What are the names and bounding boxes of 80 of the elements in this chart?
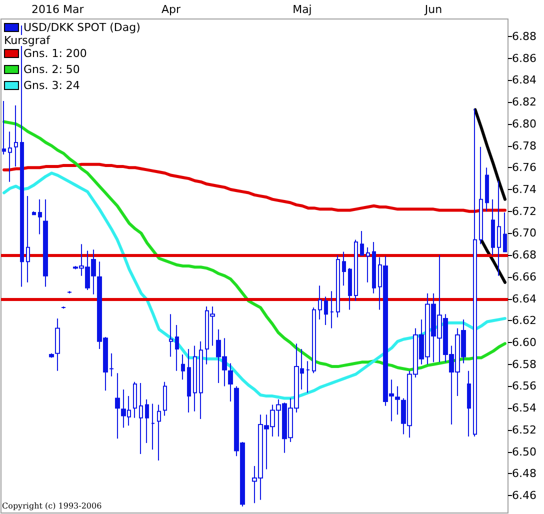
y-tick-label: 6.56 bbox=[512, 380, 536, 393]
y-tick-label: 6.52 bbox=[512, 423, 536, 436]
y-tick-label: 6.48 bbox=[512, 467, 536, 480]
candlestick bbox=[49, 352, 54, 358]
candlestick bbox=[348, 268, 352, 310]
candlestick bbox=[395, 386, 400, 416]
y-tick-label: 6.54 bbox=[512, 402, 536, 415]
candlestick bbox=[366, 246, 370, 283]
y-tick-label: 6.70 bbox=[512, 226, 536, 240]
candlestick bbox=[473, 108, 477, 437]
x-tick-label: Apr bbox=[161, 3, 181, 16]
y-tick-label: 6.58 bbox=[512, 358, 536, 371]
candlestick bbox=[61, 306, 66, 310]
y-tick-label: 6.80 bbox=[512, 117, 536, 130]
candlestick bbox=[187, 348, 191, 413]
candlestick bbox=[32, 210, 36, 216]
candlestick bbox=[55, 318, 60, 372]
y-tick-label: 6.60 bbox=[512, 336, 536, 350]
candlestick bbox=[43, 198, 48, 288]
candlestick bbox=[306, 360, 310, 394]
candlestick bbox=[169, 314, 173, 358]
legend-label: Gns. 2: 50 bbox=[24, 63, 80, 76]
line-series bbox=[474, 108, 507, 201]
candlestick bbox=[163, 381, 167, 416]
candlestick bbox=[342, 251, 346, 286]
candlestick bbox=[228, 362, 233, 402]
candlestick bbox=[115, 372, 120, 440]
y-tick-label: 6.78 bbox=[512, 139, 536, 152]
x-tick-label: Jun bbox=[424, 3, 442, 16]
y-tick-label: 6.64 bbox=[512, 292, 536, 306]
y-tick-label: 6.66 bbox=[512, 270, 536, 284]
annotation: Copyright (c) 1993-2006 bbox=[2, 502, 102, 510]
x-tick-label: 2016 Mar bbox=[32, 3, 84, 16]
y-tick-label: 6.62 bbox=[512, 314, 536, 328]
x-tick-label: Maj bbox=[292, 3, 312, 16]
candlestick bbox=[318, 285, 322, 320]
y-tick-label: 6.82 bbox=[512, 96, 536, 109]
y-tick-label: 6.88 bbox=[512, 30, 536, 43]
legend-title: Kursgraf bbox=[4, 34, 52, 47]
y-tick-label: 6.86 bbox=[512, 52, 536, 65]
candlestick bbox=[497, 180, 501, 276]
candlestick bbox=[67, 290, 72, 294]
candlestick bbox=[372, 241, 376, 294]
candlestick bbox=[312, 307, 316, 374]
candlestick bbox=[193, 345, 197, 412]
y-tick-label: 6.72 bbox=[512, 204, 536, 218]
candlestick bbox=[324, 296, 328, 326]
candlestick bbox=[467, 370, 471, 437]
candlestick bbox=[26, 196, 30, 283]
y-tick-label: 6.50 bbox=[512, 445, 536, 458]
candlestick bbox=[133, 381, 137, 418]
candlestick bbox=[360, 230, 364, 256]
y-tick-label: 6.76 bbox=[512, 161, 536, 174]
y-tick-label: 6.74 bbox=[512, 182, 536, 196]
candlestick bbox=[2, 100, 6, 156]
candlestick bbox=[354, 239, 358, 302]
legend-label: Gns. 3: 24 bbox=[24, 79, 80, 92]
legend-label: USD/DKK SPOT (Dag) bbox=[24, 21, 140, 34]
candlestick bbox=[175, 324, 179, 372]
candlestick bbox=[336, 254, 340, 318]
candlestick bbox=[157, 404, 161, 462]
y-tick-label: 6.68 bbox=[512, 248, 536, 262]
candlestick bbox=[491, 198, 495, 256]
candlestick bbox=[199, 340, 203, 420]
legend-label: Gns. 1: 200 bbox=[24, 47, 87, 60]
candlestick bbox=[503, 212, 507, 252]
candlestick bbox=[145, 398, 149, 444]
candlestick bbox=[8, 131, 12, 182]
candlestick bbox=[330, 290, 334, 329]
candlestick bbox=[485, 167, 489, 212]
candlestick bbox=[479, 146, 483, 245]
candlestick bbox=[139, 382, 143, 454]
candlestick bbox=[181, 354, 185, 380]
candlestick bbox=[14, 104, 18, 168]
y-tick-label: 6.84 bbox=[512, 74, 536, 87]
candlestick bbox=[38, 198, 42, 235]
y-tick-label: 6.46 bbox=[512, 489, 536, 502]
line-series bbox=[2, 120, 507, 372]
candlestick bbox=[151, 403, 155, 450]
line-series bbox=[2, 162, 507, 213]
